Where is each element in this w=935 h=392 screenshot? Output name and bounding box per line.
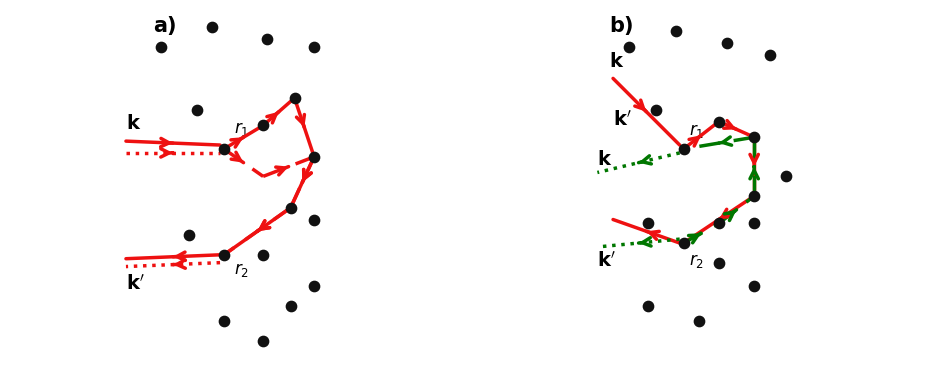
Text: $r_1$: $r_1$ [234, 120, 249, 138]
Point [747, 134, 762, 140]
Point [153, 44, 168, 50]
Point [283, 303, 298, 309]
Point [307, 216, 322, 223]
Point [649, 107, 664, 113]
Point [307, 44, 322, 50]
Point [205, 24, 220, 31]
Text: $r_1$: $r_1$ [689, 122, 705, 140]
Point [676, 240, 691, 246]
Text: $\mathbf{k'}$: $\mathbf{k'}$ [126, 274, 145, 294]
Text: a): a) [153, 16, 177, 36]
Text: $r_2$: $r_2$ [234, 261, 249, 279]
Point [255, 252, 270, 258]
Text: $\mathbf{k'}$: $\mathbf{k'}$ [613, 109, 632, 129]
Point [217, 318, 232, 325]
Text: $\mathbf{k}$: $\mathbf{k}$ [126, 114, 141, 133]
Text: $\mathbf{k}$: $\mathbf{k}$ [609, 52, 625, 71]
Point [712, 260, 726, 266]
Point [189, 107, 204, 113]
Point [181, 232, 196, 238]
Point [307, 283, 322, 289]
Point [640, 220, 655, 227]
Point [287, 95, 302, 101]
Point [747, 283, 762, 289]
Point [621, 44, 636, 50]
Point [712, 118, 726, 125]
Text: b): b) [609, 16, 634, 36]
Point [747, 220, 762, 227]
Point [692, 318, 707, 325]
Point [255, 122, 270, 129]
Point [719, 40, 734, 46]
Point [260, 36, 275, 42]
Point [283, 205, 298, 211]
Text: $\mathbf{k'}$: $\mathbf{k'}$ [597, 250, 616, 270]
Point [669, 28, 683, 34]
Point [307, 154, 322, 160]
Text: $\mathbf{k}$: $\mathbf{k}$ [597, 150, 612, 169]
Text: $r_2$: $r_2$ [689, 252, 705, 270]
Point [640, 303, 655, 309]
Point [747, 193, 762, 199]
Point [676, 146, 691, 152]
Point [255, 338, 270, 344]
Point [217, 252, 232, 258]
Point [778, 173, 793, 180]
Point [712, 220, 726, 227]
Point [762, 52, 777, 58]
Point [217, 146, 232, 152]
